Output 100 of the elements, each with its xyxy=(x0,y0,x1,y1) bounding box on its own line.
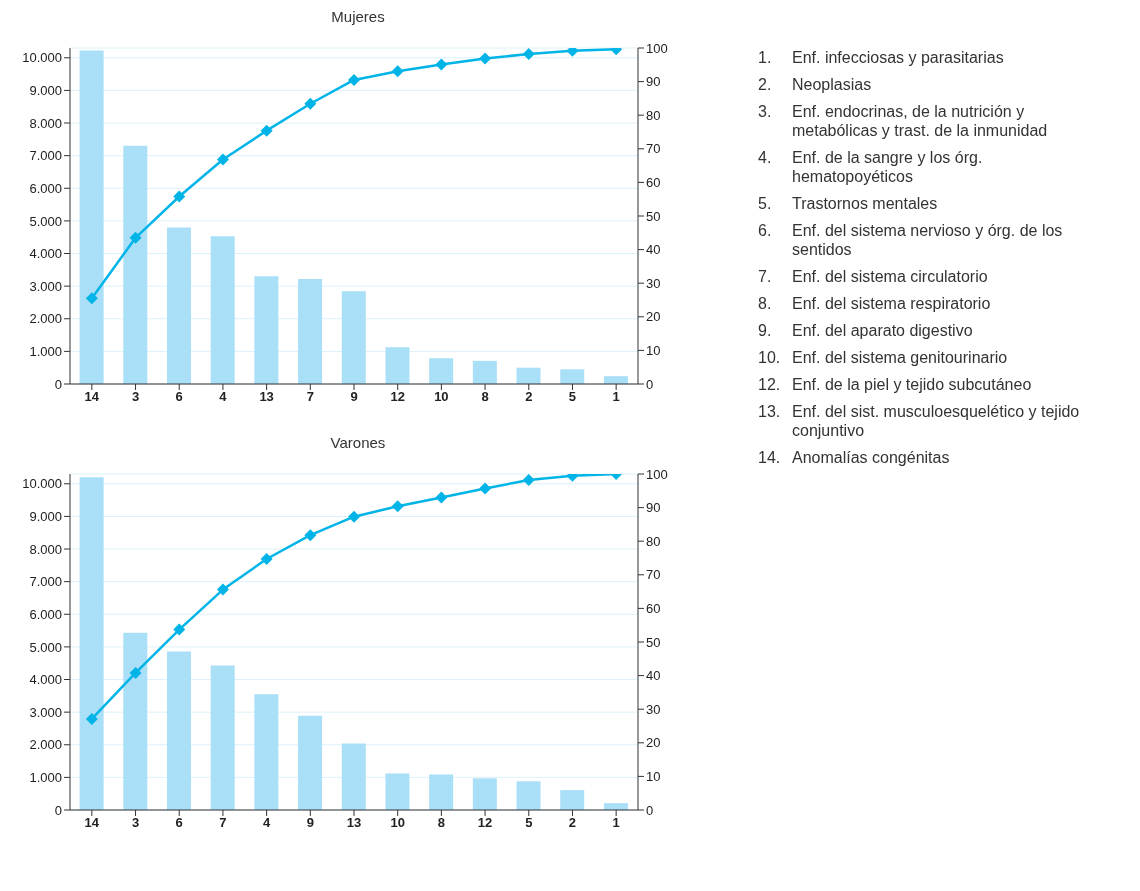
x-tick-label: 10 xyxy=(434,389,449,405)
text: 9. Enf. del aparato digestivo xyxy=(758,322,973,339)
y-tick-label: 5.000 xyxy=(29,639,62,655)
x-tick-label: 4 xyxy=(263,815,271,831)
bar xyxy=(472,778,497,810)
y-tick-label: 10.000 xyxy=(22,476,62,492)
y-tick-label: 5.000 xyxy=(29,213,62,229)
bar xyxy=(254,694,279,810)
bar xyxy=(341,291,366,384)
text: 3. Enf. endocrinas, de la nutrición y metabólicas y trast. de la inmunidad xyxy=(758,103,1048,139)
point xyxy=(85,292,98,305)
text: 10. Enf. del sistema genitourinario xyxy=(758,348,1008,367)
point xyxy=(129,666,142,679)
x-tick-label: 12 xyxy=(390,389,405,405)
text: 8. Enf. del sistema respiratorio xyxy=(758,295,991,312)
point xyxy=(173,190,186,203)
y-tick-label: 2.000 xyxy=(29,737,62,753)
y-tick-label: 4.000 xyxy=(29,672,62,688)
bar xyxy=(429,774,454,810)
x-tick-label: 14 xyxy=(84,389,100,405)
x-tick-label: 2 xyxy=(568,815,577,831)
y2-tick-label: 70 xyxy=(646,141,661,157)
x-tick-label: 4 xyxy=(219,389,228,405)
y-tick-label: 4.000 xyxy=(29,246,62,262)
x-tick-label: 6 xyxy=(175,815,183,831)
bar xyxy=(472,360,497,384)
text: 4. Enf. de la sangre y los órg. hematopoyéticos xyxy=(758,149,983,185)
x-tick-label: 1 xyxy=(612,815,620,831)
y2-tick-label: 20 xyxy=(646,735,661,751)
y2-tick-label: 20 xyxy=(646,309,661,325)
bar xyxy=(516,367,541,384)
bar xyxy=(210,665,235,810)
x-tick-label: 7 xyxy=(219,815,227,831)
y2-tick-label: 0 xyxy=(646,376,654,392)
point xyxy=(260,124,273,137)
x-tick-label: 14 xyxy=(84,815,100,831)
y-tick-label: 6.000 xyxy=(29,180,62,196)
chart-title: Varones xyxy=(329,434,387,453)
x-tick-label: 5 xyxy=(568,389,577,405)
y2-tick-label: 70 xyxy=(646,567,661,583)
chart-title: Mujeres xyxy=(330,8,386,27)
bar xyxy=(210,236,235,384)
text: 2. Neoplasias xyxy=(758,76,872,93)
y-tick-label: 9.000 xyxy=(29,509,62,525)
point xyxy=(216,583,229,596)
y-tick-label: 8.000 xyxy=(29,115,62,131)
x-tick-label: 9 xyxy=(350,389,358,405)
x-tick-label: 2 xyxy=(525,389,533,405)
y2-tick-label: 10 xyxy=(646,769,661,785)
y-tick-label: 10.000 xyxy=(22,50,62,66)
point xyxy=(260,553,273,566)
text: 5. Trastornos mentales xyxy=(758,195,938,212)
bar xyxy=(167,651,191,810)
point xyxy=(304,97,317,110)
y2-tick-label: 90 xyxy=(646,74,661,90)
y-tick-label: 9.000 xyxy=(29,83,62,99)
x-tick-label: 13 xyxy=(259,389,274,405)
point xyxy=(391,65,404,78)
x-tick-label: 8 xyxy=(437,815,445,831)
y2-tick-label: 40 xyxy=(646,668,661,684)
point xyxy=(435,58,448,71)
y2-tick-label: 80 xyxy=(646,107,661,123)
x-tick-label: 3 xyxy=(131,389,140,405)
x-tick-label: 10 xyxy=(390,815,405,831)
text: 6. Enf. del sistema nervioso y órg. de los sentidos xyxy=(758,222,1063,258)
bar xyxy=(385,347,410,384)
y2-tick-label: 100 xyxy=(646,466,668,482)
point xyxy=(173,623,186,636)
x-tick-label: 1 xyxy=(612,389,620,405)
text: 12. Enf. de la piel y tejido subcutáneo xyxy=(758,375,1032,394)
y-tick-label: 0 xyxy=(54,376,62,392)
y-tick-label: 3.000 xyxy=(29,278,62,294)
bar xyxy=(560,369,585,384)
y2-tick-label: 100 xyxy=(646,40,668,56)
bar xyxy=(298,715,323,810)
text: 13. Enf. del sist. musculoesquelético y tejido conjuntivo xyxy=(758,402,1081,440)
bar xyxy=(298,278,323,384)
bar xyxy=(254,276,279,384)
y-tick-label: 7.000 xyxy=(29,148,62,164)
text: 1. Enf. infecciosas y parasitarias xyxy=(758,49,1004,66)
y-tick-label: 3.000 xyxy=(29,704,62,720)
bar xyxy=(560,790,585,810)
y2-tick-label: 90 xyxy=(646,500,661,516)
bar xyxy=(385,773,410,810)
point xyxy=(348,73,360,86)
point xyxy=(479,482,492,495)
point xyxy=(129,231,142,244)
bar xyxy=(123,145,148,384)
y-tick-label: 8.000 xyxy=(29,541,62,557)
point xyxy=(522,48,535,61)
y2-tick-label: 80 xyxy=(646,533,661,549)
point xyxy=(85,712,98,725)
x-tick-label: 7 xyxy=(306,389,314,405)
x-tick-label: 3 xyxy=(131,815,140,831)
bar xyxy=(429,358,454,384)
y2-tick-label: 30 xyxy=(646,275,661,291)
y2-tick-label: 40 xyxy=(646,242,661,258)
bar xyxy=(516,781,541,810)
x-tick-label: 6 xyxy=(175,389,183,405)
y2-tick-label: 60 xyxy=(646,601,661,617)
